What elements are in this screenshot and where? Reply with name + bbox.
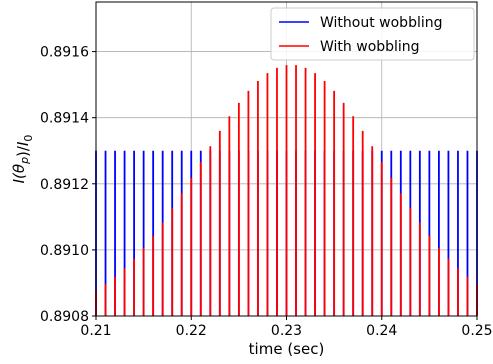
- x-axis-label: time (sec): [249, 340, 325, 358]
- legend-label-with-wobbling: With wobbling: [320, 39, 420, 55]
- y-tick-label: 0.8908: [40, 309, 89, 325]
- y-tick-label: 0.8914: [40, 111, 89, 127]
- x-tick-label: 0.23: [271, 323, 302, 339]
- legend-box: [270, 7, 475, 61]
- x-axis: 0.21 0.22 0.23 0.24 0.25: [80, 316, 493, 339]
- y-tick-label: 0.8916: [40, 45, 89, 61]
- y-axis: 0.8908 0.8910 0.8912 0.8914 0.8916: [40, 45, 96, 325]
- legend: Without wobbling With wobbling: [270, 7, 475, 61]
- series-with-wobbling: [95, 65, 478, 316]
- x-tick-label: 0.24: [366, 323, 397, 339]
- x-tick-label: 0.21: [80, 323, 111, 339]
- y-axis-label: I(θp)/I0: [10, 135, 35, 184]
- y-tick-label: 0.8910: [40, 243, 89, 259]
- x-tick-label: 0.25: [461, 323, 492, 339]
- legend-label-without-wobbling: Without wobbling: [320, 15, 443, 31]
- y-tick-label: 0.8912: [40, 177, 89, 193]
- x-tick-label: 0.22: [176, 323, 207, 339]
